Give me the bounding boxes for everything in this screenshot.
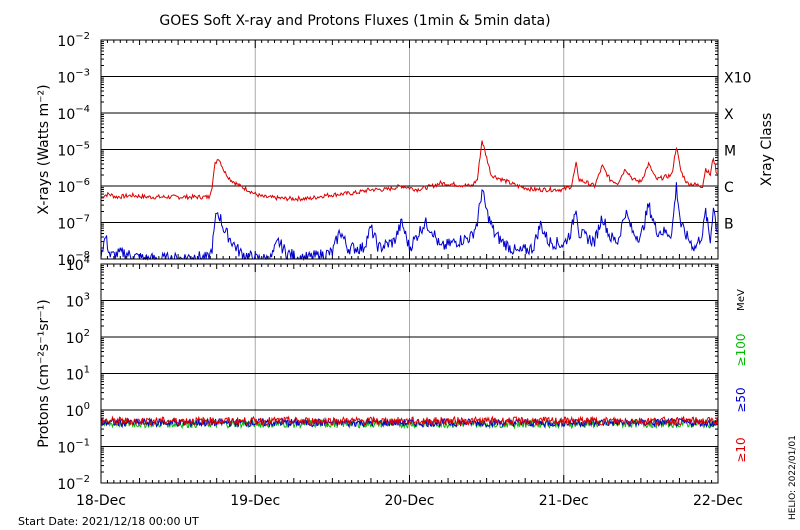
energy-label: MeV: [736, 289, 747, 311]
y-tick-label: 103: [66, 292, 90, 311]
xray-class-label: M: [724, 144, 736, 160]
proton-frame: [100, 263, 719, 484]
y-tick-label: 10−5: [57, 141, 90, 160]
y-tick-label: 102: [66, 328, 90, 347]
x-tick-label: 22-Dec: [693, 493, 743, 509]
y-tick-label: 10−7: [57, 214, 90, 233]
proton-panel: 10−2 10−1 100 101 102 103 104 Protons (cm⁻²s⁻¹s…: [36, 255, 748, 509]
y-tick-label: 10−2: [57, 474, 90, 493]
x-tick-label: 21-Dec: [539, 493, 589, 509]
y-axis-label: Protons (cm⁻²s⁻¹sr⁻¹): [36, 299, 52, 448]
energy-label: ≥50: [734, 387, 748, 412]
proton-series: [100, 415, 719, 427]
y-axis-label: X-rays (Watts m⁻²): [36, 84, 52, 214]
chart-title: GOES Soft X-ray and Protons Fluxes (1min…: [159, 13, 550, 29]
y-tick-label: 10−6: [57, 177, 90, 196]
x-tick-label: 20-Dec: [385, 493, 435, 509]
xray-frame: [100, 39, 719, 260]
xray-class-label: X10: [724, 71, 751, 87]
x-tick-label: 19-Dec: [230, 493, 280, 509]
credit-label: HELIO: 2022/01/01: [788, 435, 798, 520]
x-tick-label: 18-Dec: [76, 493, 126, 509]
xray-short-series: [100, 182, 718, 261]
right-axis-label: Xray Class: [759, 113, 775, 187]
xray-long-series: [100, 140, 718, 202]
y-tick-label: 10−3: [57, 68, 90, 87]
xray-class-label: X: [724, 107, 734, 123]
y-tick-label: 104: [66, 255, 90, 274]
y-tick-label: 10−2: [57, 31, 90, 50]
y-tick-label: 10−4: [57, 104, 90, 123]
y-tick-label: 10−8: [57, 250, 90, 269]
xray-class-label: C: [724, 180, 734, 196]
xray-panel: 10−8 10−7 10−6 10−5 10−4 10−3 10−2 X-rays (Watt…: [36, 31, 775, 269]
start-date: Start Date: 2021/12/18 00:00 UT: [18, 515, 199, 528]
y-tick-label: 101: [66, 365, 90, 384]
energy-label: ≥100: [734, 334, 748, 367]
y-tick-label: 100: [66, 401, 90, 420]
xray-class-label: B: [724, 217, 734, 233]
y-tick-label: 10−1: [57, 438, 90, 457]
energy-label: ≥10: [734, 437, 748, 462]
